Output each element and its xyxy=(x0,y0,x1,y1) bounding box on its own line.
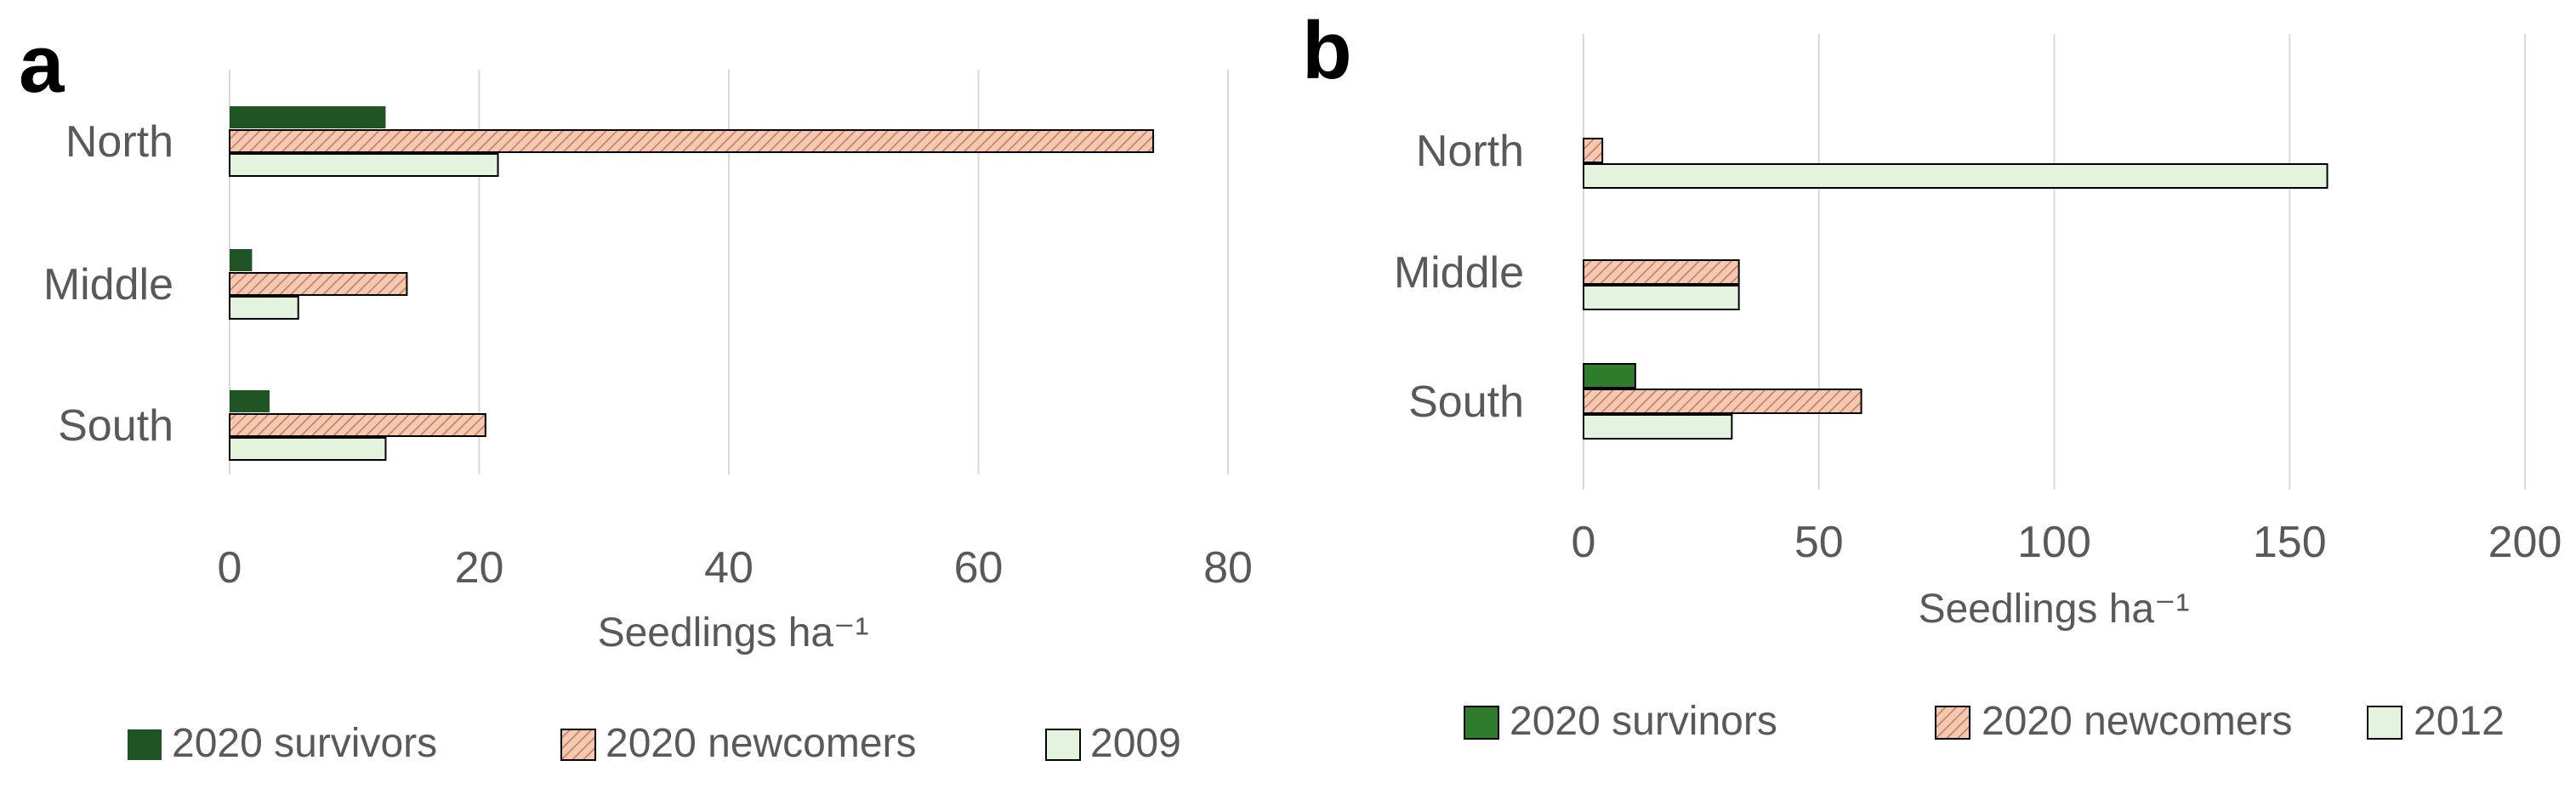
bar xyxy=(230,390,270,412)
legend-label: 2020 newcomers xyxy=(606,721,917,766)
x-axis-title: Seedlings ha⁻¹ xyxy=(1919,587,2190,632)
bar xyxy=(1583,363,1636,389)
legend-label: 2020 newcomers xyxy=(1982,699,2293,744)
legend-label: 2020 survivors xyxy=(172,721,437,766)
x-axis-title: Seedlings ha⁻¹ xyxy=(598,610,869,655)
category-label: South xyxy=(1408,377,1524,427)
x-tick-label: 40 xyxy=(704,543,753,593)
panel-label: b xyxy=(1302,5,1352,96)
x-tick-label: 20 xyxy=(455,543,504,593)
legend-swatch xyxy=(2367,706,2403,740)
legend-swatch xyxy=(1045,729,1081,761)
legend-label: 2009 xyxy=(1090,721,1181,766)
legend-label: 2020 survinors xyxy=(1510,699,1777,744)
bar xyxy=(230,106,386,128)
legend-swatch xyxy=(128,729,162,760)
category-label: North xyxy=(65,117,173,167)
legend-swatch xyxy=(1464,706,1499,740)
x-tick-label: 100 xyxy=(2017,518,2091,567)
panel-b: b 0 50 100 150 200 North Middle South Seedlings h… xyxy=(1302,5,2562,744)
x-tick-label: 80 xyxy=(1203,543,1253,593)
bar xyxy=(1583,414,1733,440)
panel-label: a xyxy=(19,19,65,110)
bar xyxy=(229,129,1154,153)
x-tick-label: 0 xyxy=(218,543,242,593)
x-tick-label: 150 xyxy=(2253,518,2327,567)
bar xyxy=(1583,138,1604,163)
bar xyxy=(229,272,408,296)
bar xyxy=(1583,259,1740,285)
category-label: Middle xyxy=(43,260,173,309)
panel-a: a 0 20 40 60 80 North Middle South Seedlings ha⁻¹… xyxy=(19,19,1253,766)
bar xyxy=(229,153,499,177)
bar xyxy=(229,437,387,461)
bar xyxy=(1583,389,1862,414)
bar xyxy=(1583,163,2329,189)
legend-swatch xyxy=(560,729,596,761)
x-tick-label: 0 xyxy=(1572,518,1596,567)
x-tick-label: 200 xyxy=(2488,518,2562,567)
bar xyxy=(229,413,486,437)
bar xyxy=(1583,285,1740,310)
category-label: North xyxy=(1416,127,1524,176)
bar xyxy=(230,249,253,271)
x-tick-label: 50 xyxy=(1794,518,1844,567)
legend-swatch xyxy=(1935,706,1970,740)
x-tick-label: 60 xyxy=(954,543,1004,593)
legend-label: 2012 xyxy=(2414,699,2505,744)
bar xyxy=(229,296,299,320)
category-label: South xyxy=(58,401,173,451)
category-label: Middle xyxy=(1394,248,1524,298)
